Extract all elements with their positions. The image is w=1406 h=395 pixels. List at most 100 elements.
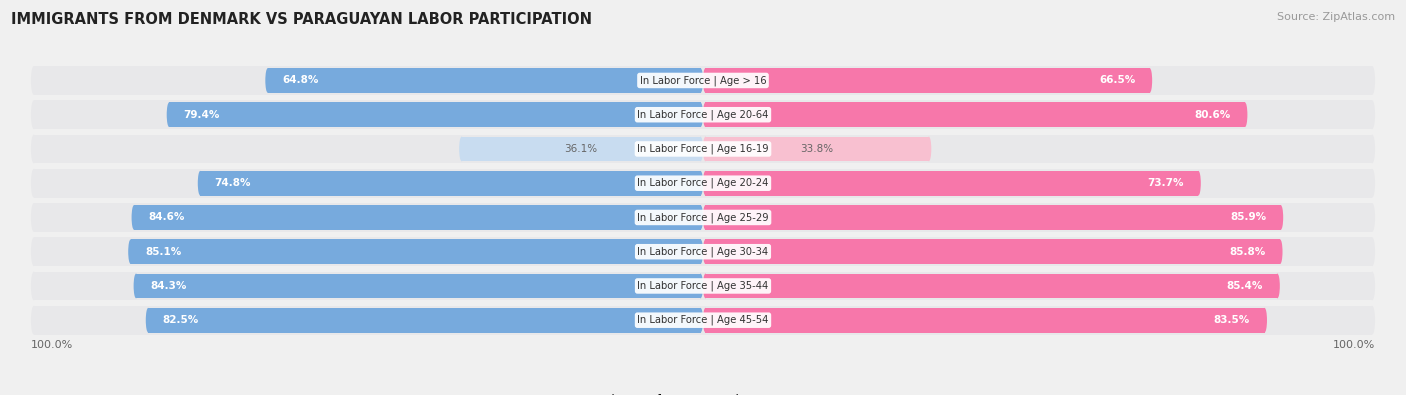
- Ellipse shape: [703, 274, 707, 298]
- Ellipse shape: [1369, 66, 1375, 95]
- Ellipse shape: [31, 272, 37, 300]
- Text: 64.8%: 64.8%: [283, 75, 319, 85]
- Ellipse shape: [703, 68, 707, 93]
- Text: 79.4%: 79.4%: [184, 110, 219, 120]
- Ellipse shape: [699, 102, 703, 127]
- Text: 74.8%: 74.8%: [215, 178, 252, 188]
- Bar: [706, 274, 1278, 298]
- Bar: [34, 306, 1372, 335]
- Ellipse shape: [1369, 100, 1375, 129]
- Legend: Immigrants from Denmark, Paraguayan: Immigrants from Denmark, Paraguayan: [564, 394, 842, 395]
- Text: 80.6%: 80.6%: [1194, 110, 1230, 120]
- Bar: [706, 68, 1150, 93]
- Ellipse shape: [703, 239, 707, 264]
- Ellipse shape: [31, 203, 37, 232]
- Bar: [706, 205, 1281, 230]
- Ellipse shape: [699, 205, 703, 230]
- Text: In Labor Force | Age 20-24: In Labor Force | Age 20-24: [637, 178, 769, 188]
- Ellipse shape: [460, 137, 464, 161]
- Text: 85.9%: 85.9%: [1230, 213, 1267, 222]
- Ellipse shape: [703, 137, 707, 161]
- Text: Source: ZipAtlas.com: Source: ZipAtlas.com: [1277, 12, 1395, 22]
- Text: 84.6%: 84.6%: [149, 213, 184, 222]
- Bar: [34, 135, 1372, 164]
- Ellipse shape: [1369, 169, 1375, 198]
- Text: In Labor Force | Age 30-34: In Labor Force | Age 30-34: [637, 246, 769, 257]
- Text: In Labor Force | Age 20-64: In Labor Force | Age 20-64: [637, 109, 769, 120]
- Ellipse shape: [31, 237, 37, 266]
- Ellipse shape: [1369, 203, 1375, 232]
- Bar: [34, 100, 1372, 129]
- Text: 100.0%: 100.0%: [31, 340, 73, 350]
- Ellipse shape: [1278, 205, 1284, 230]
- Ellipse shape: [167, 102, 172, 127]
- Bar: [706, 137, 929, 161]
- Ellipse shape: [1278, 239, 1282, 264]
- Ellipse shape: [703, 102, 707, 127]
- Bar: [169, 102, 700, 127]
- Text: 85.4%: 85.4%: [1226, 281, 1263, 291]
- Ellipse shape: [1263, 308, 1267, 333]
- Text: 83.5%: 83.5%: [1213, 315, 1250, 325]
- Text: 100.0%: 100.0%: [1333, 340, 1375, 350]
- Bar: [34, 66, 1372, 95]
- Ellipse shape: [699, 68, 703, 93]
- Bar: [34, 237, 1372, 266]
- Bar: [706, 308, 1264, 333]
- Ellipse shape: [1275, 274, 1279, 298]
- Ellipse shape: [699, 239, 703, 264]
- Ellipse shape: [1369, 237, 1375, 266]
- Ellipse shape: [699, 137, 703, 161]
- Ellipse shape: [1369, 272, 1375, 300]
- Text: In Labor Force | Age 25-29: In Labor Force | Age 25-29: [637, 212, 769, 223]
- Text: 33.8%: 33.8%: [800, 144, 834, 154]
- Bar: [706, 171, 1198, 196]
- Ellipse shape: [699, 171, 703, 196]
- Bar: [461, 137, 700, 161]
- Bar: [34, 272, 1372, 300]
- Ellipse shape: [927, 137, 931, 161]
- Ellipse shape: [1243, 102, 1247, 127]
- Ellipse shape: [31, 169, 37, 198]
- Ellipse shape: [699, 274, 703, 298]
- Text: IMMIGRANTS FROM DENMARK VS PARAGUAYAN LABOR PARTICIPATION: IMMIGRANTS FROM DENMARK VS PARAGUAYAN LA…: [11, 12, 592, 27]
- Text: In Labor Force | Age > 16: In Labor Force | Age > 16: [640, 75, 766, 86]
- Bar: [136, 274, 700, 298]
- Text: In Labor Force | Age 16-19: In Labor Force | Age 16-19: [637, 144, 769, 154]
- Bar: [267, 68, 700, 93]
- Ellipse shape: [1369, 135, 1375, 164]
- Ellipse shape: [146, 308, 150, 333]
- Bar: [34, 203, 1372, 232]
- Text: 82.5%: 82.5%: [163, 315, 198, 325]
- Ellipse shape: [266, 68, 270, 93]
- Text: 73.7%: 73.7%: [1147, 178, 1184, 188]
- Ellipse shape: [1147, 68, 1152, 93]
- Ellipse shape: [1369, 306, 1375, 335]
- Bar: [200, 171, 700, 196]
- Text: 85.1%: 85.1%: [145, 247, 181, 257]
- Bar: [131, 239, 700, 264]
- Ellipse shape: [703, 308, 707, 333]
- Text: In Labor Force | Age 35-44: In Labor Force | Age 35-44: [637, 281, 769, 291]
- Ellipse shape: [699, 308, 703, 333]
- Text: 66.5%: 66.5%: [1099, 75, 1135, 85]
- Text: 84.3%: 84.3%: [150, 281, 187, 291]
- Ellipse shape: [134, 274, 138, 298]
- Bar: [706, 239, 1279, 264]
- Ellipse shape: [31, 135, 37, 164]
- Text: 85.8%: 85.8%: [1229, 247, 1265, 257]
- Text: In Labor Force | Age 45-54: In Labor Force | Age 45-54: [637, 315, 769, 325]
- Bar: [706, 102, 1244, 127]
- Bar: [148, 308, 700, 333]
- Ellipse shape: [198, 171, 202, 196]
- Ellipse shape: [1197, 171, 1201, 196]
- Ellipse shape: [132, 205, 136, 230]
- Bar: [134, 205, 700, 230]
- Ellipse shape: [703, 171, 707, 196]
- Ellipse shape: [703, 205, 707, 230]
- Text: 36.1%: 36.1%: [565, 144, 598, 154]
- Ellipse shape: [31, 100, 37, 129]
- Ellipse shape: [31, 66, 37, 95]
- Ellipse shape: [128, 239, 134, 264]
- Ellipse shape: [31, 306, 37, 335]
